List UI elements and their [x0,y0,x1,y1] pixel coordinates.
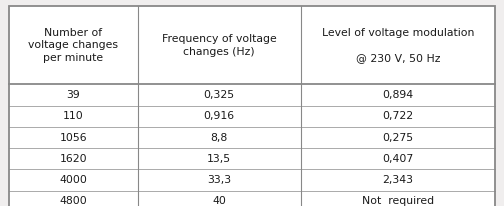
Text: Frequency of voltage
changes (Hz): Frequency of voltage changes (Hz) [162,34,277,57]
Text: 0,894: 0,894 [382,90,413,100]
Text: 0,275: 0,275 [382,132,413,143]
Text: 0,722: 0,722 [382,111,413,121]
Text: 2,343: 2,343 [382,175,413,185]
Text: 4000: 4000 [59,175,87,185]
Text: Level of voltage modulation

@ 230 V, 50 Hz: Level of voltage modulation @ 230 V, 50 … [322,28,474,63]
Text: 33,3: 33,3 [207,175,231,185]
Text: 1620: 1620 [59,154,87,164]
Text: 40: 40 [212,196,226,206]
Text: 110: 110 [63,111,84,121]
Text: 39: 39 [67,90,80,100]
Text: 0,916: 0,916 [204,111,235,121]
Text: 1056: 1056 [59,132,87,143]
Text: Not  required: Not required [362,196,434,206]
Text: 0,407: 0,407 [382,154,413,164]
Text: 8,8: 8,8 [211,132,228,143]
Text: 4800: 4800 [59,196,87,206]
Text: 13,5: 13,5 [207,154,231,164]
Text: 0,325: 0,325 [204,90,235,100]
Text: Number of
voltage changes
per minute: Number of voltage changes per minute [28,28,118,63]
